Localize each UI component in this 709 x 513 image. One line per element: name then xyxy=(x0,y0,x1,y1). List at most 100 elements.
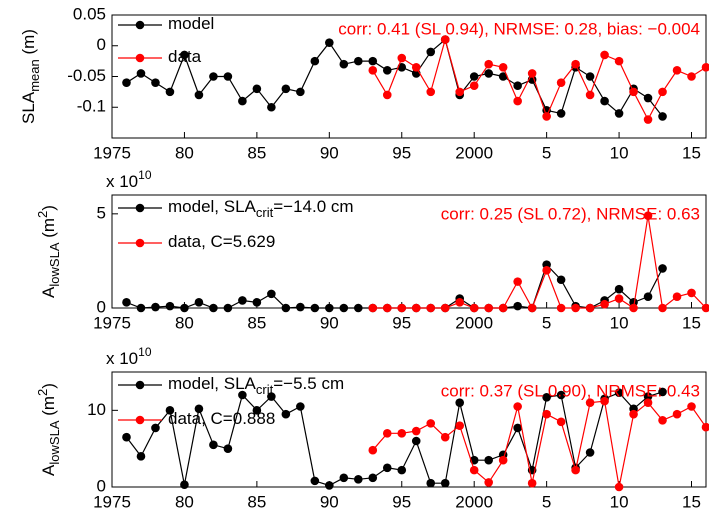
point xyxy=(614,284,624,294)
point xyxy=(513,277,522,286)
point xyxy=(585,398,595,407)
point xyxy=(426,478,436,488)
point xyxy=(310,56,320,66)
point xyxy=(498,72,508,81)
legend-sub: crit xyxy=(256,382,274,397)
series xyxy=(368,35,709,124)
y-tick-label: 10 xyxy=(87,400,106,419)
point xyxy=(542,266,551,275)
legend-marker xyxy=(135,415,145,425)
legend-name: data xyxy=(168,47,202,66)
point xyxy=(484,455,493,465)
point xyxy=(368,473,378,483)
annotation: corr: 0.41 (SL 0.94), NRMSE: 0.28, bias:… xyxy=(338,19,700,38)
point xyxy=(238,296,247,305)
legend-name: model, SLA xyxy=(168,197,257,216)
point xyxy=(440,35,450,44)
series xyxy=(368,396,709,492)
point xyxy=(455,298,465,307)
series-line xyxy=(372,215,707,310)
point xyxy=(571,59,580,69)
point xyxy=(469,465,479,475)
x-tick-label: 10 xyxy=(610,492,629,511)
axis-exponent: x 1010 xyxy=(106,345,152,368)
legend-name: model, SLA xyxy=(168,374,257,393)
y-axis-label: AlowSLA (m2) xyxy=(35,205,62,298)
label-main: SLA xyxy=(19,91,38,124)
x-tick-label: 90 xyxy=(320,313,339,332)
point xyxy=(151,302,160,312)
point xyxy=(455,87,465,97)
legend-end: =−5.5 cm xyxy=(273,374,344,393)
x-tick-label: 90 xyxy=(320,492,339,511)
point xyxy=(426,47,436,57)
point xyxy=(252,298,262,307)
x-tick-label: 85 xyxy=(247,492,266,511)
point xyxy=(455,421,465,430)
point xyxy=(629,303,638,313)
point xyxy=(426,303,436,313)
point xyxy=(382,429,392,438)
x-tick-label: 2000 xyxy=(455,313,493,332)
point xyxy=(643,398,653,407)
x-tick-label: 85 xyxy=(247,313,266,332)
point xyxy=(209,303,218,313)
point xyxy=(353,56,363,66)
point xyxy=(498,303,508,313)
point xyxy=(267,392,276,401)
point xyxy=(498,455,508,465)
point xyxy=(368,56,378,66)
y-tick-label: 0 xyxy=(97,35,106,54)
point xyxy=(527,303,537,313)
point xyxy=(325,38,334,47)
x-tick-label: 90 xyxy=(320,143,339,162)
point xyxy=(411,436,421,446)
point xyxy=(571,303,580,313)
y-tick-label: 0.05 xyxy=(73,4,106,23)
legend-sub: crit xyxy=(256,205,274,220)
legend-name: model xyxy=(168,14,214,33)
point xyxy=(122,432,131,442)
point xyxy=(585,90,595,100)
point xyxy=(122,78,131,87)
label-close: ) xyxy=(39,205,58,211)
point xyxy=(122,298,131,307)
point xyxy=(600,299,609,309)
exponent-base: x 10 xyxy=(106,172,138,191)
x-tick-label: 95 xyxy=(392,492,411,511)
legend-name: data, C=5.629 xyxy=(168,232,275,251)
label-unit: (m xyxy=(39,218,58,243)
y-tick-label: -0.1 xyxy=(77,97,106,116)
legend-label: data, C=5.629 xyxy=(168,232,275,251)
point xyxy=(426,87,436,97)
point xyxy=(527,69,537,78)
point xyxy=(658,264,667,273)
exponent-base: x 10 xyxy=(106,349,138,368)
point xyxy=(469,72,479,81)
series xyxy=(122,35,667,121)
legend-marker xyxy=(135,203,145,213)
x-tick-label: 80 xyxy=(175,143,194,162)
annotation: corr: 0.25 (SL 0.72), NRMSE: 0.63 xyxy=(441,204,700,223)
label-main: A xyxy=(39,464,58,476)
point xyxy=(672,409,682,419)
point xyxy=(180,50,189,60)
point xyxy=(325,481,334,490)
point xyxy=(194,90,204,100)
point xyxy=(296,402,305,411)
axis-exponent: x 1010 xyxy=(106,168,152,191)
point xyxy=(687,288,696,298)
x-tick-label: 95 xyxy=(392,313,411,332)
point xyxy=(600,50,609,60)
x-tick-label: 95 xyxy=(392,143,411,162)
label-sub: lowSLA xyxy=(47,242,62,286)
point xyxy=(310,476,320,486)
point xyxy=(556,303,566,313)
point xyxy=(542,393,551,402)
y-axis-label: SLAmean (m) xyxy=(19,29,42,124)
legend-marker xyxy=(135,380,145,390)
point xyxy=(585,448,595,457)
point xyxy=(513,423,522,433)
point xyxy=(397,465,407,475)
